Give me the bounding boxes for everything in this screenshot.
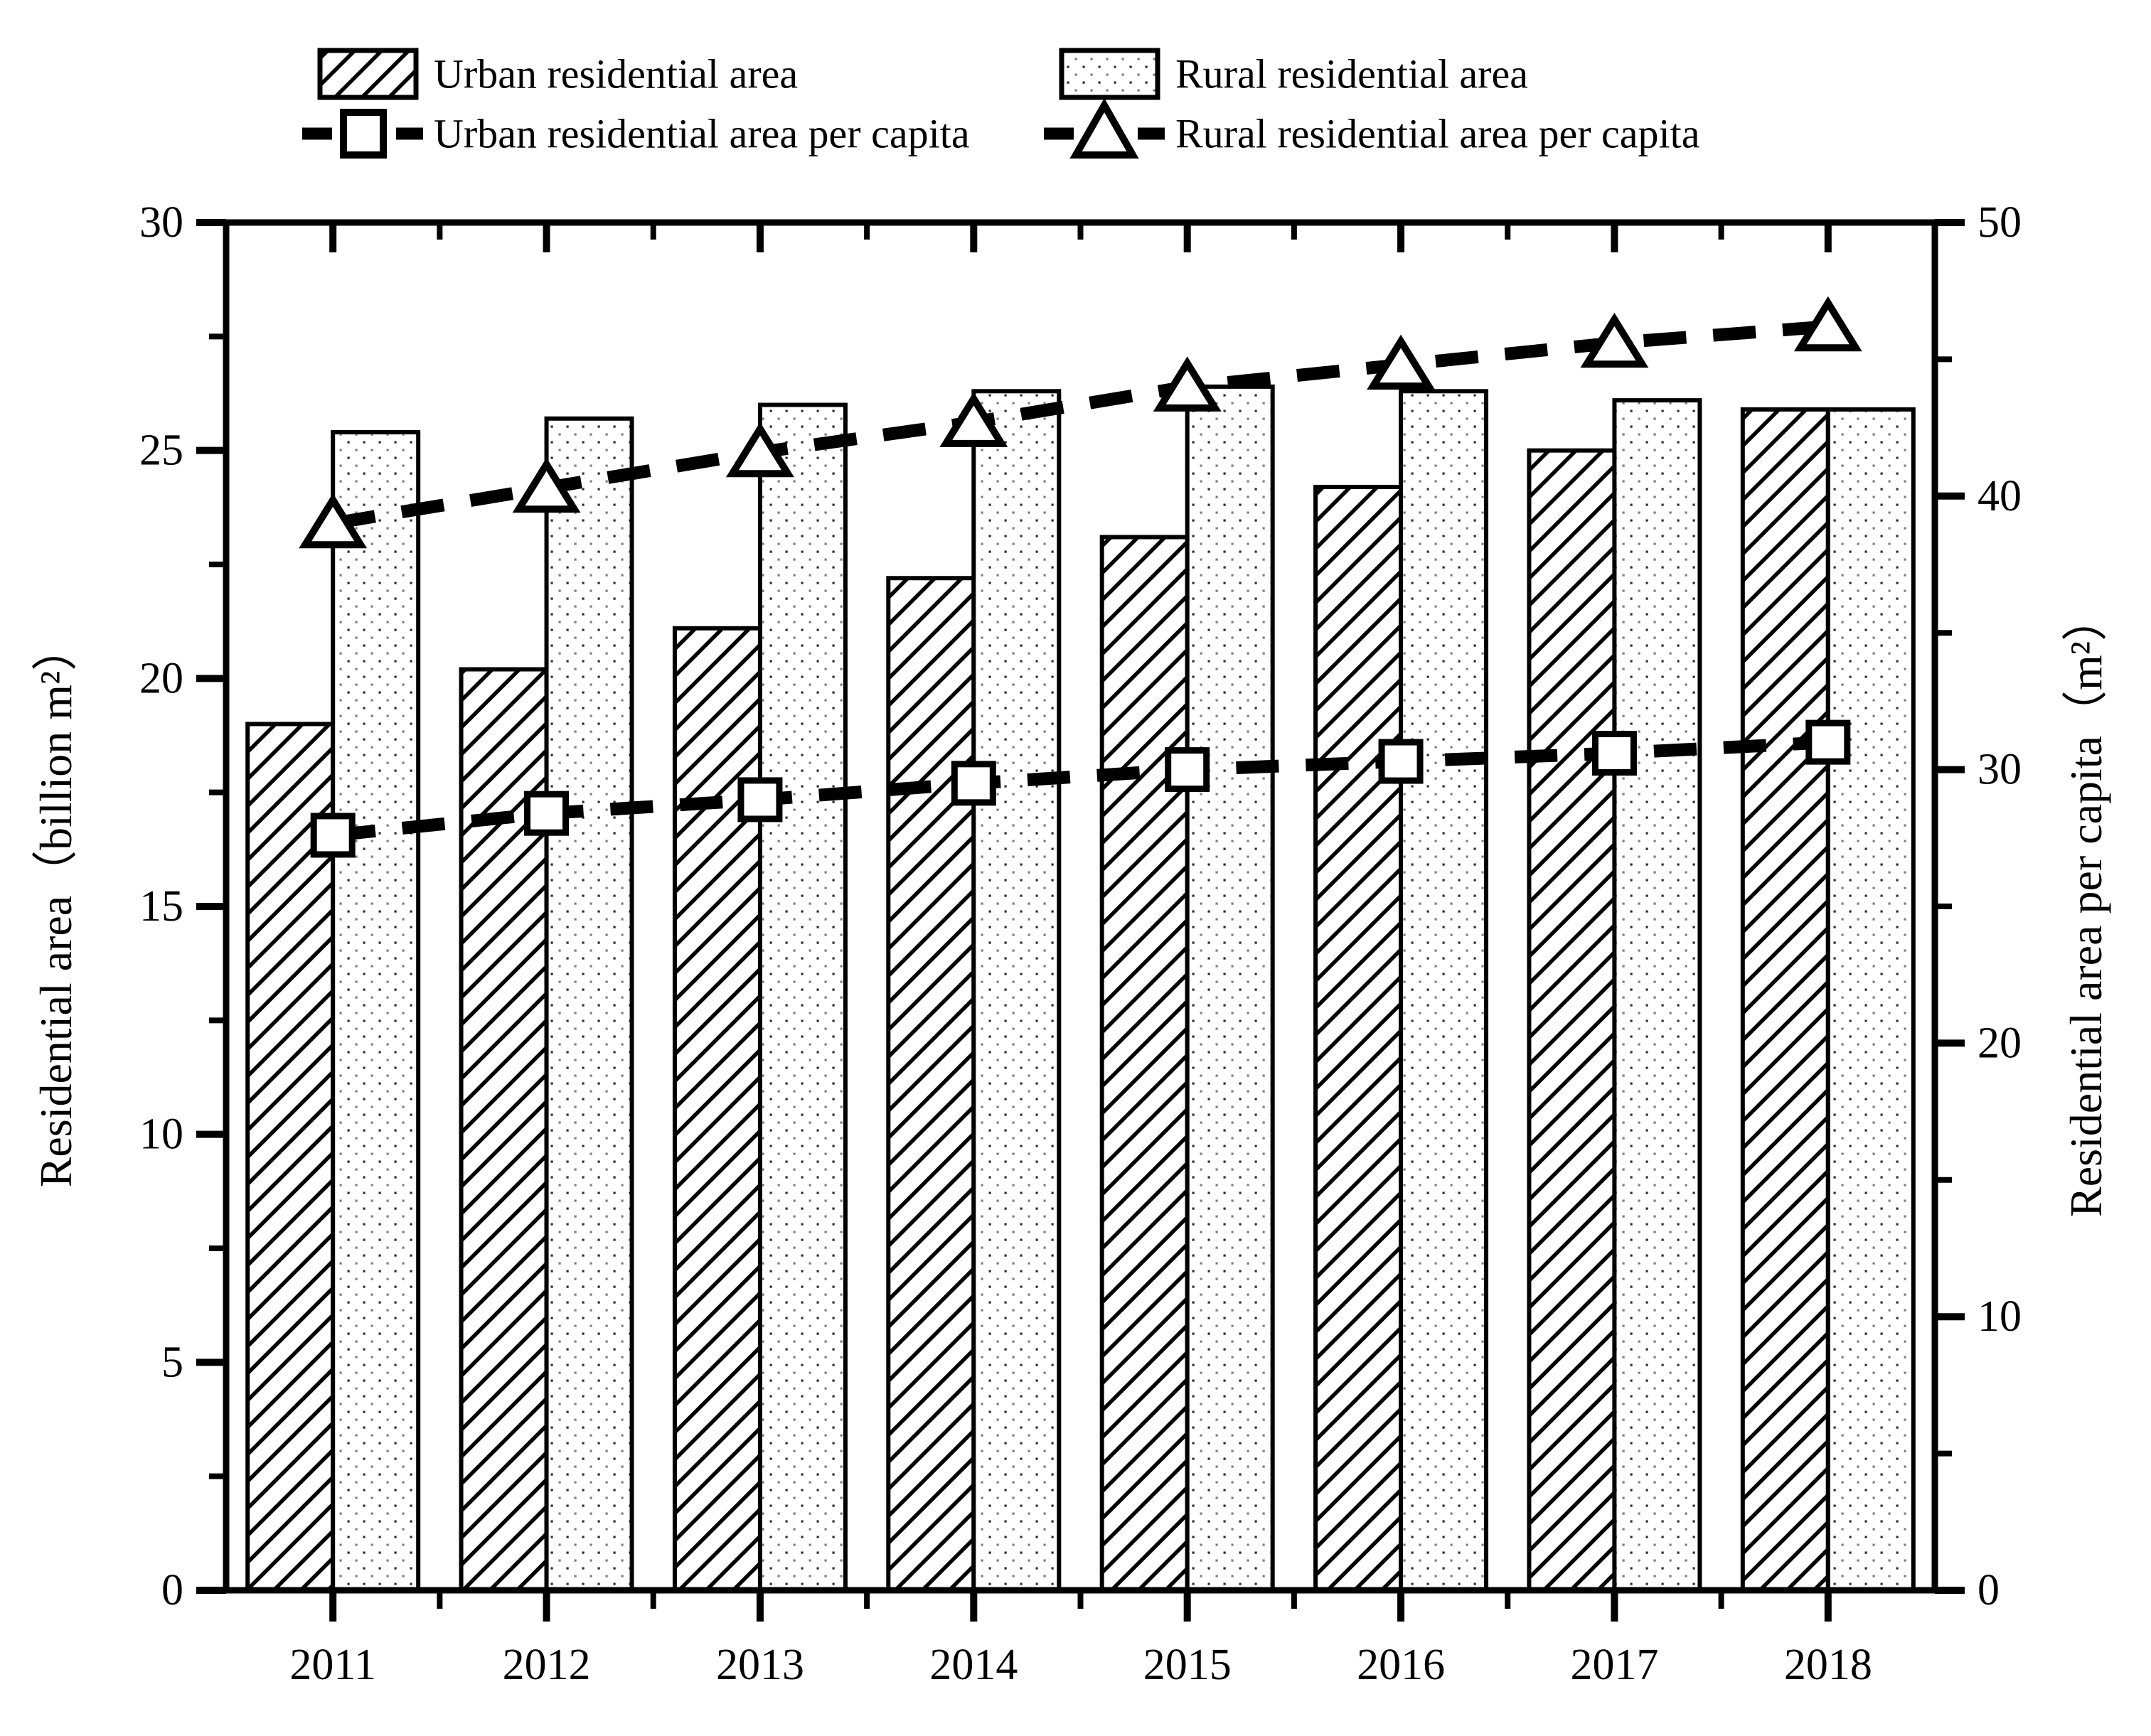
left-tick-label: 0 [161, 1566, 183, 1614]
bar-urban-2018 [1740, 407, 1830, 1592]
left-tick-label: 20 [139, 654, 183, 702]
triangle-marker-2018 [1793, 296, 1862, 352]
bar-urban-2014 [886, 576, 976, 1592]
legend: Urban residential area Rural residential… [302, 48, 1700, 159]
square-marker-icon [340, 109, 387, 159]
legend-item-rural-area: Rural residential area [1059, 48, 1528, 100]
bar-urban-2016 [1313, 484, 1404, 1592]
square-marker-2012 [524, 791, 570, 836]
plot-area: 0 5 10 15 20 25 30 0 10 20 30 40 50 2011 2012 2013 2014 2… [139, 198, 2022, 1689]
triangle-marker-2015 [1153, 356, 1222, 412]
plot-border [223, 219, 1938, 1594]
right-tick-label: 40 [1977, 472, 2022, 520]
x-tick-label-2012: 2012 [503, 1641, 591, 1689]
right-tick-label: 20 [1977, 1019, 2022, 1067]
triangle-marker-2011 [299, 493, 368, 549]
line-rural-per-capita [331, 320, 1829, 530]
x-tick-label-2015: 2015 [1143, 1641, 1232, 1689]
bar-urban-2015 [1099, 535, 1190, 1592]
urban-bar-swatch-icon [317, 48, 419, 100]
x-tick-label-2013: 2013 [716, 1641, 804, 1689]
x-tick-label-2018: 2018 [1784, 1641, 1872, 1689]
left-tick-label: 30 [139, 198, 183, 247]
x-tick-label-2017: 2017 [1570, 1641, 1658, 1689]
square-marker-2011 [310, 813, 356, 858]
left-axis-title: Residential area（billion m²） [31, 626, 81, 1188]
bar-rural-2014 [971, 389, 1062, 1592]
legend-label: Rural residential area [1175, 51, 1528, 97]
left-tick-label: 25 [139, 427, 183, 475]
triangle-marker-2016 [1367, 334, 1436, 390]
square-marker-2017 [1591, 731, 1637, 776]
left-tick-label: 10 [139, 1110, 183, 1159]
square-marker-2016 [1378, 739, 1424, 784]
legend-item-urban-per-capita: Urban residential area per capita [302, 109, 970, 159]
triangle-marker-2013 [725, 422, 794, 478]
bar-rural-2017 [1612, 398, 1702, 1592]
legend-item-rural-per-capita: Rural residential area per capita [1044, 97, 1700, 159]
x-tick-label-2014: 2014 [929, 1641, 1018, 1689]
bar-rural-2015 [1185, 384, 1275, 1592]
square-marker-2013 [737, 777, 783, 823]
triangle-marker-2014 [939, 392, 1008, 447]
bar-rural-2013 [757, 402, 848, 1592]
right-tick-label: 30 [1977, 746, 2022, 794]
square-marker-2015 [1165, 747, 1210, 793]
line-urban-per-capita [332, 736, 1829, 842]
legend-item-urban-area: Urban residential area [317, 48, 798, 100]
left-tick-label: 5 [161, 1338, 183, 1386]
right-tick-label: 50 [1977, 198, 2022, 247]
bar-rural-2018 [1825, 407, 1916, 1592]
legend-label: Rural residential area per capita [1175, 111, 1700, 157]
bar-urban-2017 [1527, 448, 1617, 1593]
rural-bar-swatch-icon [1059, 48, 1160, 100]
square-marker-2018 [1805, 719, 1851, 765]
triangle-marker-2017 [1580, 312, 1649, 368]
left-tick-label: 15 [139, 882, 183, 931]
legend-label: Urban residential area per capita [434, 111, 970, 157]
square-marker-2014 [951, 761, 996, 806]
bar-rural-2016 [1399, 389, 1489, 1592]
right-axis-title: Residential area per capita（m²） [2061, 596, 2111, 1217]
right-tick-label: 10 [1977, 1292, 2022, 1341]
x-tick-label-2011: 2011 [289, 1641, 376, 1689]
bar-urban-2013 [672, 626, 762, 1593]
triangle-marker-2012 [512, 457, 581, 513]
bar-rural-2011 [331, 430, 421, 1592]
legend-label: Urban residential area [434, 51, 798, 97]
right-tick-label: 0 [1977, 1566, 2000, 1614]
triangle-marker-icon [1069, 97, 1139, 159]
bar-rural-2012 [544, 416, 634, 1592]
x-tick-label-2016: 2016 [1357, 1641, 1445, 1689]
